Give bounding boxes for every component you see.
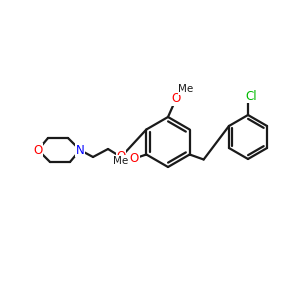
Text: Cl: Cl (245, 89, 257, 103)
Text: O: O (130, 152, 139, 165)
Text: O: O (116, 151, 126, 164)
Text: O: O (33, 143, 43, 157)
Text: N: N (76, 143, 84, 157)
Text: Me: Me (178, 84, 194, 94)
Text: O: O (171, 92, 181, 106)
Text: Me: Me (113, 155, 128, 166)
